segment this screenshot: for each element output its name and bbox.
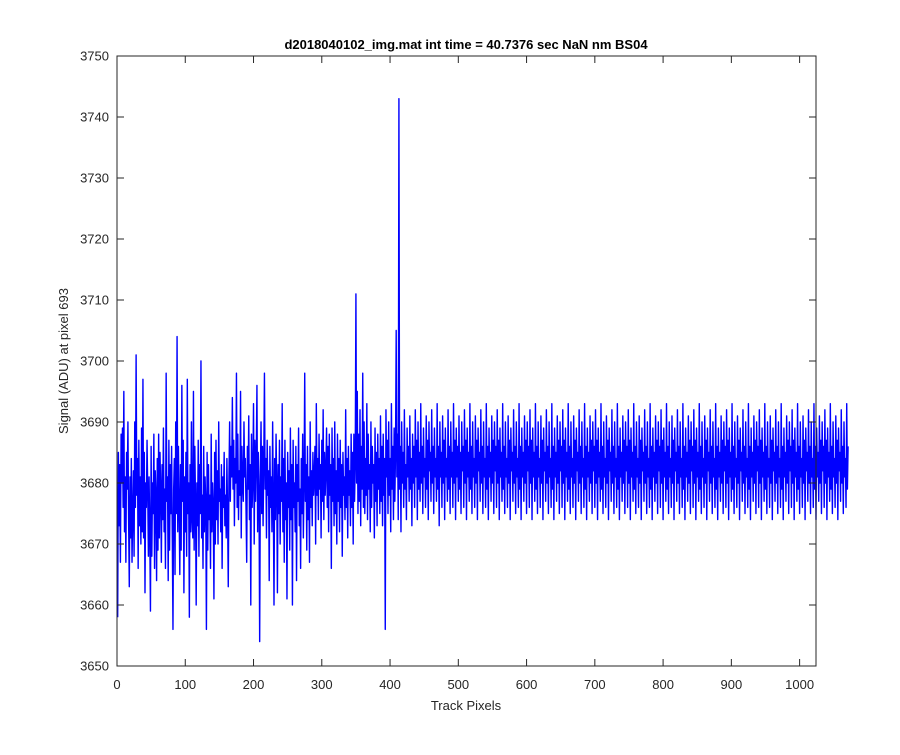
y-tick-label: 3730 <box>80 171 109 186</box>
series-line-0 <box>116 97 849 643</box>
y-tick-label: 3700 <box>80 354 109 369</box>
y-tick-label: 3670 <box>80 537 109 552</box>
y-tick-label: 3750 <box>80 49 109 64</box>
plot-area <box>117 56 816 666</box>
x-tick-label: 300 <box>311 677 333 692</box>
x-tick-label: 500 <box>447 677 469 692</box>
x-tick-label: 1000 <box>785 677 814 692</box>
x-tick-label: 900 <box>721 677 743 692</box>
y-tick-label: 3650 <box>80 659 109 674</box>
x-tick-label: 600 <box>516 677 538 692</box>
y-tick-label: 3740 <box>80 110 109 125</box>
x-tick-label: 0 <box>113 677 120 692</box>
x-axis-label: Track Pixels <box>431 698 502 713</box>
x-tick-label: 800 <box>652 677 674 692</box>
x-tick-label: 200 <box>243 677 265 692</box>
y-tick-label: 3660 <box>80 598 109 613</box>
x-tick-label: 100 <box>174 677 196 692</box>
chart-title: d2018040102_img.mat int time = 40.7376 s… <box>284 37 648 52</box>
x-tick-label: 400 <box>379 677 401 692</box>
y-axis-label: Signal (ADU) at pixel 693 <box>56 288 71 434</box>
y-tick-label: 3720 <box>80 232 109 247</box>
y-tick-label: 3710 <box>80 293 109 308</box>
y-tick-label: 3690 <box>80 415 109 430</box>
series-layer <box>116 97 849 643</box>
y-tick-label: 3680 <box>80 476 109 491</box>
x-tick-label: 700 <box>584 677 606 692</box>
y-axis-ticks: 3650 3660 3670 3680 3690 3700 3710 3720 3730 3740… <box>80 49 816 674</box>
x-axis-ticks: 0 100 200 300 400 500 600 700 800 900 1000 <box>113 56 814 692</box>
